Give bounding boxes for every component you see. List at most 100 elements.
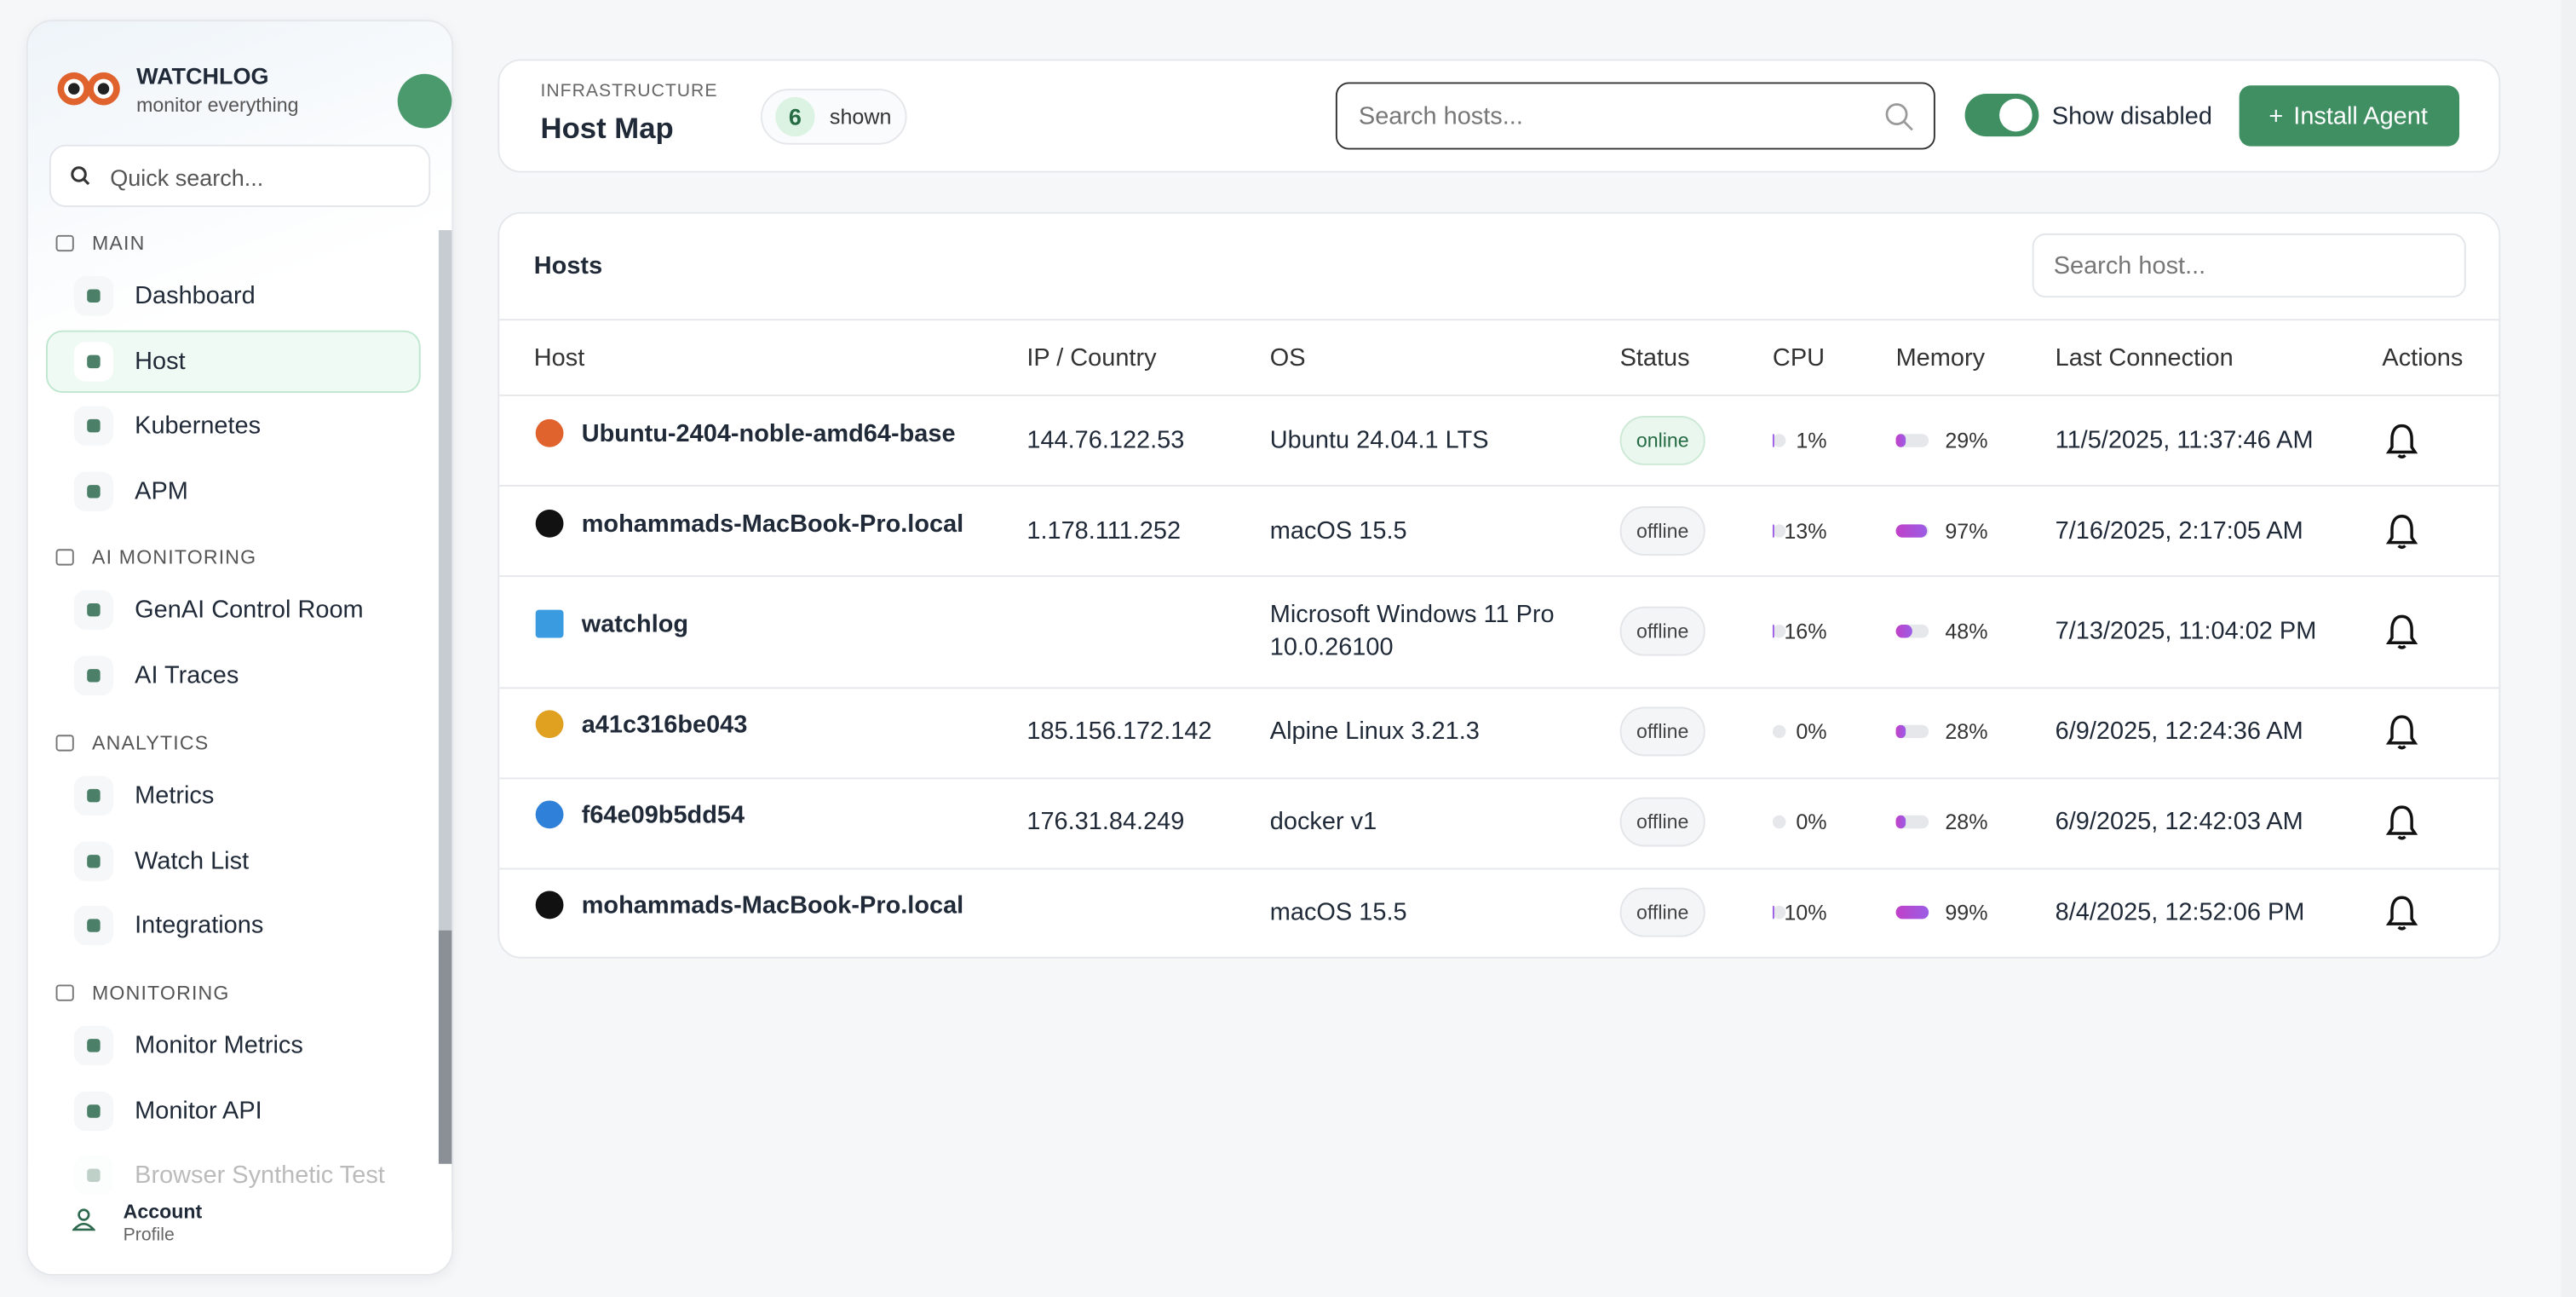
nav-item[interactable]: Kubernetes xyxy=(135,412,262,441)
nav-icon-glyph xyxy=(87,788,101,803)
table-search[interactable] xyxy=(2032,233,2466,298)
count: 6 xyxy=(788,103,802,130)
cpu: 1% xyxy=(1796,428,1827,453)
column-header: IP / Country xyxy=(1026,344,1157,372)
host-name[interactable]: a41c316be043 xyxy=(581,711,748,740)
toggle-knob xyxy=(1999,98,2033,132)
cpu-bar xyxy=(1772,625,1775,638)
nav-item[interactable]: GenAI Control Room xyxy=(135,596,364,625)
cpu-track xyxy=(1772,625,1786,638)
cpu: 16% xyxy=(1784,619,1827,644)
page-title: Host Map xyxy=(540,112,674,145)
account-icon xyxy=(72,1208,95,1231)
status: offline xyxy=(1636,719,1689,743)
cpu-track xyxy=(1772,905,1786,919)
os: 10.0.26100 xyxy=(1269,633,1394,662)
section-title: ANALYTICS xyxy=(91,731,210,755)
memory-bar xyxy=(1895,625,1912,638)
section-title: MAIN xyxy=(91,231,146,255)
account-title[interactable]: Account xyxy=(123,1200,203,1224)
last-connection: 7/16/2025, 2:17:05 AM xyxy=(2055,516,2303,545)
os: Microsoft Windows 11 Pro xyxy=(1269,601,1555,629)
bell-button[interactable] xyxy=(2385,892,2418,931)
nav-icon-glyph xyxy=(87,1104,101,1117)
host-search[interactable] xyxy=(1335,82,1935,150)
cpu: 0% xyxy=(1796,810,1827,834)
column-header: Host xyxy=(533,344,585,372)
os: macOS 15.5 xyxy=(1269,898,1407,927)
count-circle xyxy=(775,96,815,137)
row-border xyxy=(499,868,2499,870)
install-button[interactable] xyxy=(2239,85,2460,147)
nav-icon xyxy=(73,1156,114,1196)
nav-item[interactable]: Watch List xyxy=(135,846,250,875)
host-name[interactable]: mohammads-MacBook-Pro.local xyxy=(581,510,964,539)
collapse-button[interactable] xyxy=(397,73,452,129)
os: Alpine Linux 3.21.3 xyxy=(1269,718,1480,746)
status-pill xyxy=(1619,606,1705,656)
nav-item[interactable]: Monitor API xyxy=(135,1096,262,1125)
ip: 1.178.111.252 xyxy=(1026,516,1182,545)
bell-button[interactable] xyxy=(2385,612,2418,651)
scroll-thumb xyxy=(438,930,452,1230)
os: Ubuntu 24.04.1 LTS xyxy=(1269,426,1489,455)
status-pill xyxy=(1619,416,1705,465)
row-border xyxy=(499,687,2499,689)
account-subtitle: Profile xyxy=(123,1225,175,1246)
nav-item[interactable]: AI Traces xyxy=(135,660,239,689)
memory: 28% xyxy=(1945,810,1988,834)
account-area xyxy=(27,1163,452,1274)
nav-item[interactable]: Integrations xyxy=(135,911,264,940)
os-icon xyxy=(535,418,564,447)
cpu-track xyxy=(1772,815,1786,829)
host-name[interactable]: watchlog xyxy=(581,610,689,639)
nav-icon-glyph xyxy=(87,668,101,682)
status-pill xyxy=(1619,706,1705,757)
bell-button[interactable] xyxy=(2385,712,2418,751)
section-icon xyxy=(55,234,74,252)
host-name[interactable]: mohammads-MacBook-Pro.local xyxy=(581,891,964,920)
memory: 29% xyxy=(1945,428,1988,453)
memory-bar xyxy=(1895,724,1906,739)
nav-icon-glyph xyxy=(87,854,101,868)
host-name[interactable]: Ubuntu-2404-noble-amd64-base xyxy=(581,419,956,448)
quick-search[interactable] xyxy=(49,144,431,208)
host-name[interactable]: f64e09b5dd54 xyxy=(581,801,745,830)
ip: 176.31.84.249 xyxy=(1026,808,1185,836)
row-border xyxy=(499,485,2499,487)
bell-button[interactable] xyxy=(2385,511,2418,551)
nav-icon-glyph xyxy=(87,484,101,498)
status-pill xyxy=(1619,506,1705,556)
status: offline xyxy=(1636,810,1689,834)
nav-item[interactable]: Monitor Metrics xyxy=(135,1031,303,1060)
nav-item[interactable]: Dashboard xyxy=(135,281,256,310)
bell-icon xyxy=(2385,896,2418,931)
nav-item[interactable]: Browser Synthetic Test xyxy=(135,1161,385,1190)
status: online xyxy=(1636,429,1689,453)
nav-item[interactable]: Metrics xyxy=(135,781,215,810)
bell-icon xyxy=(2385,514,2418,550)
toggle-label: Show disabled xyxy=(2051,102,2212,131)
nav-icon-glyph xyxy=(87,1168,101,1182)
memory-bar xyxy=(1895,905,1929,919)
table-title: Hosts xyxy=(533,252,603,280)
cpu-track xyxy=(1772,524,1786,538)
column-header: Status xyxy=(1619,344,1690,372)
memory-bar xyxy=(1895,434,1906,447)
bell-icon xyxy=(2385,805,2418,840)
host-search-placeholder: Search hosts... xyxy=(1358,102,1523,131)
search-icon xyxy=(1885,103,1913,131)
nav-icon-glyph xyxy=(87,354,101,368)
bell-button[interactable] xyxy=(2385,421,2418,460)
bell-button[interactable] xyxy=(2385,802,2418,841)
os-icon xyxy=(535,891,564,919)
memory: 99% xyxy=(1945,900,1988,925)
last-connection: 11/5/2025, 11:37:46 AM xyxy=(2055,426,2314,455)
status: offline xyxy=(1636,519,1689,543)
row-border xyxy=(499,777,2499,780)
memory-bar xyxy=(1895,815,1906,829)
nav-item[interactable]: Host xyxy=(135,347,186,375)
last-connection: 6/9/2025, 12:42:03 AM xyxy=(2055,808,2303,836)
nav-item[interactable]: APM xyxy=(135,476,188,505)
